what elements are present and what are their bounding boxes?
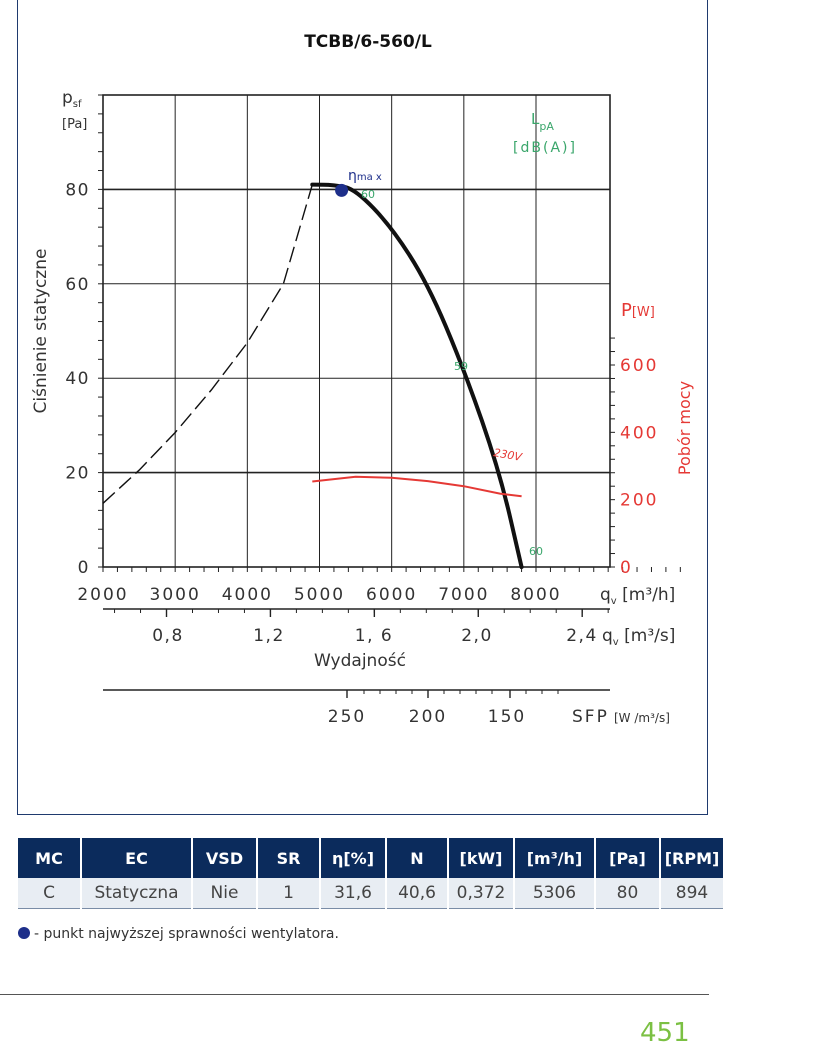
eta-max-point [335,183,349,197]
x-tick-label: 8000 [510,585,561,605]
y-tick-label: 20 [65,464,90,484]
x-tick-label: 3000 [150,585,201,605]
table-header-cell: η[%] [320,838,387,878]
x2-axis-unit: qv [m³/s] [602,626,675,648]
legend-note: - punkt najwyższej sprawności wentylator… [18,926,339,942]
table-header-row: MC EC VSD SR η[%] N [kW] [m³/h] [Pa] [RPM] [18,838,723,878]
table-header-cell: N [386,838,449,878]
power-tick-label: 600 [620,356,658,376]
table-cell: 894 [660,878,723,909]
power-curve-label: 230V [492,446,524,464]
lpa-label: LpA [531,110,554,133]
table-cell: 0,372 [448,878,515,909]
eta-max-dot-icon [18,927,30,939]
table-cell: Statyczna [81,878,193,909]
power-curve [312,475,522,498]
spec-table: MC EC VSD SR η[%] N [kW] [m³/h] [Pa] [RPM] C Staty… [18,838,723,909]
fan-curve-unstable-dashed [102,184,313,504]
table-header-cell: VSD [192,838,258,878]
x2-tick-label: 1,2 [253,626,285,646]
x-tick-label: 7000 [438,585,489,605]
x-axis-label: Wydajność [314,651,406,671]
fan-curve-main [310,182,524,569]
power-axis-unit: P[W] [621,300,655,321]
table-header-cell: [RPM] [660,838,723,878]
table-header-cell: [m³/h] [514,838,596,878]
performance-chart: TCBB/6-560/L 0 20 40 60 80 psf [Pa] Ciśnienie st… [31,32,694,727]
power-tick-label: 200 [620,491,658,511]
x2-tick-label: 1, 6 [355,626,393,646]
x-tick-label: 5000 [294,585,345,605]
eta-max-label: ηma x [348,168,382,184]
y-axis-label: Ciśnienie statyczne [31,249,51,414]
sfp-tick-label: 250 [328,707,366,727]
y-tick-label: 80 [65,180,90,200]
plot-border [102,94,611,568]
power-axis-title: Pobór mocy [675,381,694,475]
table-header-cell: MC [18,838,82,878]
table-cell: Nie [192,878,258,909]
sfp-label: SFP [572,707,609,727]
power-tick-label: 400 [620,423,658,443]
sfp-tick-label: 200 [409,707,447,727]
chart-title: TCBB/6-560/L [304,32,432,52]
table-cell: 40,6 [386,878,449,909]
lpa-unit: [dB(A)] [513,140,577,156]
x2-tick-label: 2,4 [566,626,598,646]
y-tick-label: 0 [78,558,90,578]
lpa-annotation: 59 [454,360,468,373]
x-axis-unit: qv [m³/h] [600,585,675,607]
table-cell: 80 [595,878,661,909]
y-tick-label: 40 [65,369,90,389]
y-axis-symbol: psf [62,88,82,110]
x-tick-label: 4000 [222,585,273,605]
table-cell: 31,6 [320,878,387,909]
table-cell: 1 [257,878,321,909]
chart-frame [17,0,708,815]
lpa-annotation: 60 [361,188,375,201]
bottom-divider [0,994,709,995]
power-tick-label: 0 [620,558,633,578]
table-header-cell: [Pa] [595,838,661,878]
table-header-cell: EC [81,838,193,878]
page-number: 451 [640,1018,690,1048]
x-tick-label: 2000 [77,585,128,605]
table-row: C Statyczna Nie 1 31,6 40,6 0,372 5306 80 894 [18,878,723,909]
legend-note-text: - punkt najwyższej sprawności wentylator… [34,926,339,942]
x-tick-label: 6000 [366,585,417,605]
y-axis-unit: [Pa] [62,117,87,132]
table-cell: 5306 [514,878,596,909]
sfp-unit: [W /m³/s] [614,711,670,725]
x2-tick-label: 2,0 [461,626,493,646]
x2-tick-label: 0,8 [152,626,184,646]
table-header-cell: SR [257,838,321,878]
sfp-tick-label: 150 [488,707,526,727]
table-cell: C [18,878,82,909]
y-tick-label: 60 [65,275,90,295]
table-header-cell: [kW] [448,838,515,878]
lpa-annotation: 60 [529,545,543,558]
